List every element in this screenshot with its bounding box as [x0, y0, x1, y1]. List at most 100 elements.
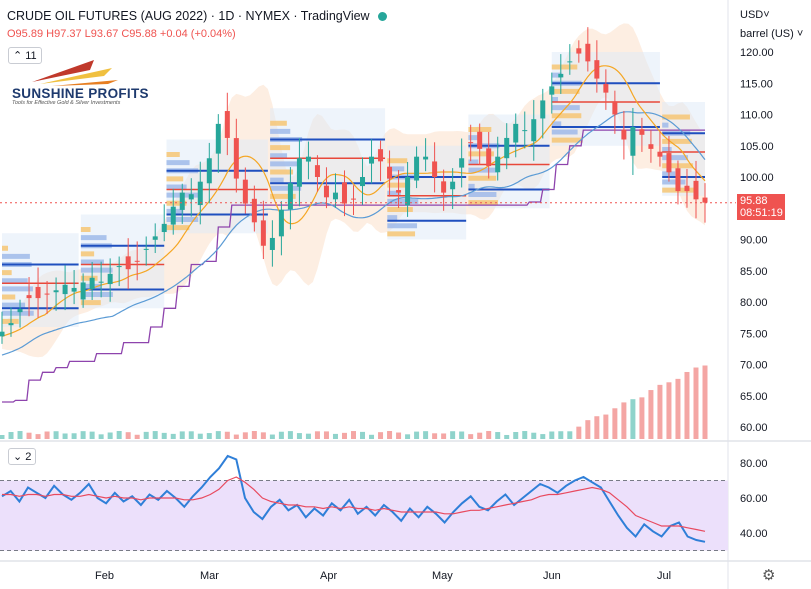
- candle-body: [405, 177, 411, 206]
- volume-profile-bar: [80, 275, 98, 281]
- volume-bar: [369, 434, 375, 439]
- volume-profile-bar: [387, 158, 408, 164]
- volume-bar: [405, 434, 411, 439]
- rsi-axis-tick: 40.00: [740, 528, 768, 540]
- candle-body: [62, 284, 68, 295]
- candle-body: [603, 83, 609, 93]
- volume-bar: [233, 434, 239, 439]
- candle-body: [675, 168, 681, 192]
- volume-profile-bar: [387, 223, 418, 229]
- candle-body: [134, 260, 140, 262]
- candle-body: [296, 158, 302, 187]
- volume-bar: [197, 433, 203, 439]
- volume-bar: [125, 432, 131, 439]
- volume-profile-bar: [80, 300, 101, 306]
- volume-bar: [116, 431, 122, 439]
- volume-bar: [387, 431, 393, 439]
- candle-body: [215, 123, 221, 154]
- volume-profile-bar: [551, 137, 583, 143]
- volume-profile-bar: [551, 88, 580, 94]
- volume-bar: [224, 431, 230, 439]
- price-axis-tick: 85.00: [740, 266, 768, 278]
- rsi-axis-tick: 60.00: [740, 493, 768, 505]
- candle-body: [387, 166, 393, 179]
- volume-profile-bar: [662, 122, 669, 128]
- volume-profile-bar: [2, 286, 33, 292]
- market-status-dot: [377, 12, 387, 22]
- time-axis-tick: Jul: [657, 570, 671, 582]
- volume-profile-bar: [80, 251, 95, 257]
- candle-body: [432, 161, 438, 177]
- candle-body: [206, 158, 212, 184]
- candle-body: [71, 287, 77, 292]
- volume-profile-bar: [387, 166, 405, 172]
- symbol-title[interactable]: CRUDE OIL FUTURES (AUG 2022) · 1D · NYME…: [7, 9, 387, 23]
- volume-bar: [414, 431, 420, 439]
- volume-bar: [161, 432, 167, 439]
- volume-profile-bar: [270, 153, 288, 159]
- volume-profile-bar: [80, 267, 113, 273]
- candle-body: [188, 194, 194, 200]
- price-axis-tick: 90.00: [740, 235, 768, 247]
- unit-selector[interactable]: barrel (US) ˅: [740, 28, 804, 40]
- candle-body: [585, 43, 591, 62]
- rsi-panel-label: 2: [25, 450, 32, 463]
- candle-body: [495, 156, 501, 173]
- candle-body: [179, 192, 185, 210]
- candle-body: [35, 286, 41, 299]
- volume-profile-bar: [270, 169, 294, 175]
- candle-body: [504, 137, 510, 159]
- volume-bar: [251, 431, 257, 439]
- volume-bar: [693, 367, 699, 439]
- volume-bar: [675, 378, 681, 439]
- volume-profile-bar: [270, 128, 291, 134]
- volume-bar: [62, 433, 68, 439]
- indicators-toggle[interactable]: ⌃ 11: [8, 47, 42, 64]
- volume-profile-bar: [166, 225, 190, 231]
- candle-body: [351, 198, 356, 200]
- candle-body: [152, 236, 158, 240]
- candle-body: [540, 100, 546, 119]
- volume-bar: [585, 420, 591, 439]
- volume-bar: [242, 432, 248, 439]
- candle-body: [278, 209, 284, 237]
- time-axis-tick: Feb: [95, 570, 114, 582]
- volume-bar: [287, 431, 293, 439]
- volume-profile-bar: [468, 200, 498, 206]
- ma-slow-line: [1, 111, 706, 356]
- candle-body: [269, 237, 275, 250]
- volume-bar: [630, 399, 636, 439]
- time-axis-tick: May: [432, 570, 453, 582]
- candle-body: [89, 277, 95, 290]
- volume-profile-bar: [2, 294, 16, 300]
- candle-body: [630, 127, 636, 156]
- candle-body: [459, 158, 465, 168]
- volume-profile-bar: [80, 292, 113, 297]
- bar-countdown: 08:51:19: [740, 207, 783, 219]
- volume-bar: [26, 432, 32, 439]
- volume-bar: [179, 431, 185, 439]
- logo-tagline: Tools for Effective Gold & Silver Invest…: [12, 100, 121, 106]
- currency-selector[interactable]: USD˅: [740, 9, 770, 21]
- last-price-tag: 95.88 08:51:19: [737, 194, 785, 220]
- volume-bar: [576, 426, 582, 439]
- candle-body: [666, 153, 672, 173]
- settings-gear-icon[interactable]: ⚙: [762, 567, 776, 584]
- volume-bar: [603, 414, 609, 439]
- rsi-panel-toggle[interactable]: ⌄ 2: [8, 448, 37, 465]
- volume-bar: [423, 431, 429, 439]
- candle-body: [314, 165, 320, 177]
- candle-body: [639, 129, 645, 135]
- volume-profile-bar: [270, 177, 284, 183]
- price-axis-tick: 110.00: [740, 110, 773, 122]
- volume-profile-bar: [2, 302, 26, 308]
- candle-body: [8, 323, 14, 326]
- volume-profile-bar: [551, 97, 559, 102]
- volume-profile-bar: [166, 160, 190, 166]
- candle-body: [170, 206, 176, 225]
- volume-profile-bar: [662, 114, 690, 120]
- volume-bar: [450, 431, 456, 439]
- candle-body: [242, 179, 248, 204]
- volume-profile-bar: [662, 179, 686, 185]
